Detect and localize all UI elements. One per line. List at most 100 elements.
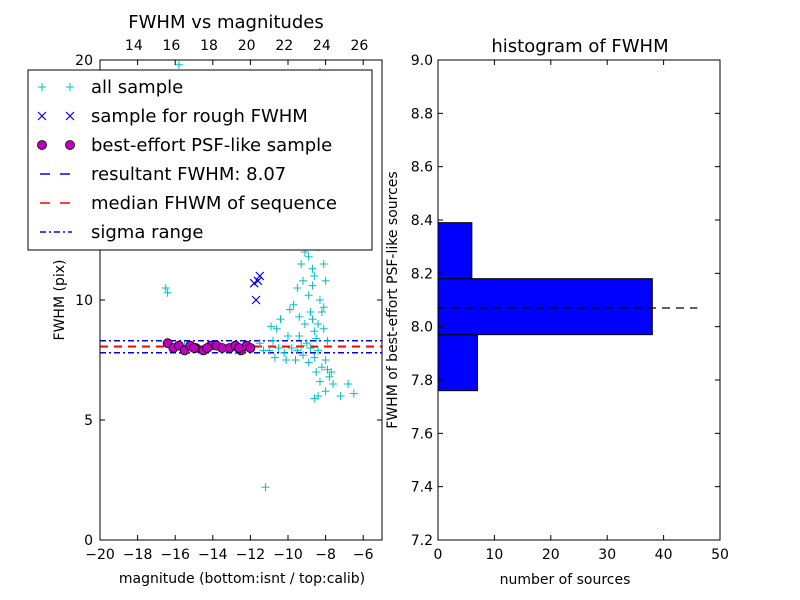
point-0-37 [325, 372, 334, 381]
point-2-14 [245, 343, 256, 353]
point-0-34 [319, 324, 328, 333]
histogram-axes: 0 10 20 30 40 50 7.2 7.4 7.6 7.8 8.0 8.2 8.4 8.6 8.8 9.… [411, 53, 729, 563]
legend-entry-3: resultant FWHM: 8.07 [40, 164, 286, 185]
y-tick-label-2: 10 [75, 293, 93, 309]
legend-marker-a-2 [37, 140, 47, 150]
point-2-16 [234, 343, 245, 353]
top-tick-label-5: 24 [313, 38, 331, 54]
point-0-78 [272, 324, 281, 333]
legend-label-5: sigma range [91, 222, 203, 243]
point-0-69 [312, 368, 321, 376]
point-0-20 [293, 346, 302, 355]
point-2-15 [202, 343, 213, 353]
point-0-28 [308, 315, 317, 324]
point-0-61 [306, 308, 315, 316]
y-tick-label-1: 5 [84, 413, 93, 429]
legend-entry-4: median FHWM of sequence [40, 193, 337, 214]
legend-marker-b-1-b [65, 111, 75, 121]
point-0-42 [297, 260, 306, 268]
x-tick-label-3: −14 [198, 547, 228, 563]
point-0-70 [315, 377, 324, 386]
hist-x-tick-label-0: 0 [434, 547, 443, 563]
x-tick-label-7: −6 [353, 547, 374, 563]
histogram-title: histogram of FWHM [491, 36, 668, 57]
point-0-27 [306, 344, 315, 352]
hist-y-tick-label-1: 7.4 [411, 480, 433, 496]
x-tick-label-6: −8 [315, 547, 336, 563]
point-0-59 [317, 308, 326, 316]
point-0-79 [285, 305, 294, 314]
histogram-frame [437, 59, 721, 541]
point-1-3 [255, 271, 265, 281]
point-0-67 [308, 281, 317, 290]
point-0-15 [270, 353, 279, 362]
point-0-73 [344, 380, 353, 388]
top-tick-label-0: 14 [125, 38, 143, 54]
hist-y-tick-label-0: 7.2 [411, 533, 433, 549]
point-0-39 [329, 380, 338, 388]
legend-entry-0: all sample [38, 77, 183, 98]
point-0-40 [289, 300, 298, 309]
point-0-10 [268, 336, 277, 345]
hist-y-tick-label-4: 8.0 [411, 320, 433, 336]
legend-label-3: resultant FWHM: 8.07 [91, 164, 286, 185]
point-1-2-b [251, 295, 261, 305]
point-0-76 [310, 394, 319, 403]
point-0-24 [300, 320, 309, 328]
x-tick-label-2: −16 [160, 547, 190, 563]
point-0-1 [163, 288, 172, 297]
point-0-11 [274, 344, 283, 352]
point-0-25 [302, 339, 311, 348]
point-0-19 [291, 356, 300, 364]
point-0-62 [299, 276, 308, 285]
scatter-plot: −20 −18 −16 −14 −12 −10 −8 −6 14 16 18 20 22 24 26 0 5 10… [27, 12, 383, 587]
y-tick-label-0: 0 [84, 533, 93, 549]
hist-y-tick-label-2: 7.6 [411, 426, 433, 442]
point-0-86 [308, 264, 317, 273]
point-0-38 [327, 368, 336, 376]
point-0-68 [304, 252, 313, 261]
top-tick-label-3: 20 [238, 38, 256, 54]
point-0-16 [267, 322, 276, 331]
scatter-y-axis-label: FWHM (pix) [52, 260, 68, 341]
legend-entry-1: sample for rough FWHM [37, 106, 308, 127]
x-tick-label-4: −12 [236, 547, 266, 563]
point-0-80 [261, 483, 270, 492]
point-0-33 [317, 363, 326, 372]
series-circle [162, 338, 256, 356]
point-0-21 [295, 332, 304, 340]
point-0-26 [304, 358, 313, 367]
legend-label-2: best-effort PSF-like sample [91, 135, 332, 156]
point-0-54 [321, 276, 330, 285]
point-1-1 [253, 276, 263, 286]
hist-x-tick-label-2: 20 [542, 547, 560, 563]
hist-y-tick-label-7: 8.6 [411, 160, 433, 176]
point-0-53 [319, 260, 328, 268]
point-0-81 [174, 60, 183, 69]
point-0-12 [280, 348, 289, 357]
x-tick-label-1: −18 [123, 547, 153, 563]
point-0-65 [319, 303, 328, 312]
hist-y-tick-label-3: 7.8 [411, 373, 433, 389]
point-0-8 [255, 339, 264, 348]
point-0-77 [276, 315, 285, 324]
point-0-29 [310, 353, 319, 362]
point-0-14 [282, 356, 291, 364]
legend-entries: all sample sample for rough FWHM best-effo… [37, 77, 337, 243]
x-tick-label-0: −20 [85, 547, 115, 563]
point-1-1-b [253, 276, 263, 286]
point-0-74 [349, 389, 358, 398]
top-tick-label-6: 26 [351, 38, 369, 54]
point-0-41 [293, 284, 302, 292]
histogram-content [437, 222, 698, 392]
x-tick-label-5: −10 [273, 547, 303, 563]
legend-entry-2: best-effort PSF-like sample [37, 135, 332, 156]
point-0-31 [314, 346, 323, 355]
top-tick-label-1: 16 [163, 38, 181, 54]
point-0-18 [287, 344, 296, 352]
hist-y-tick-label-5: 8.2 [411, 266, 433, 282]
point-0-13 [284, 332, 292, 340]
legend-marker-b-0 [66, 83, 74, 91]
top-tick-label-2: 18 [200, 38, 218, 54]
point-0-48 [310, 272, 319, 280]
